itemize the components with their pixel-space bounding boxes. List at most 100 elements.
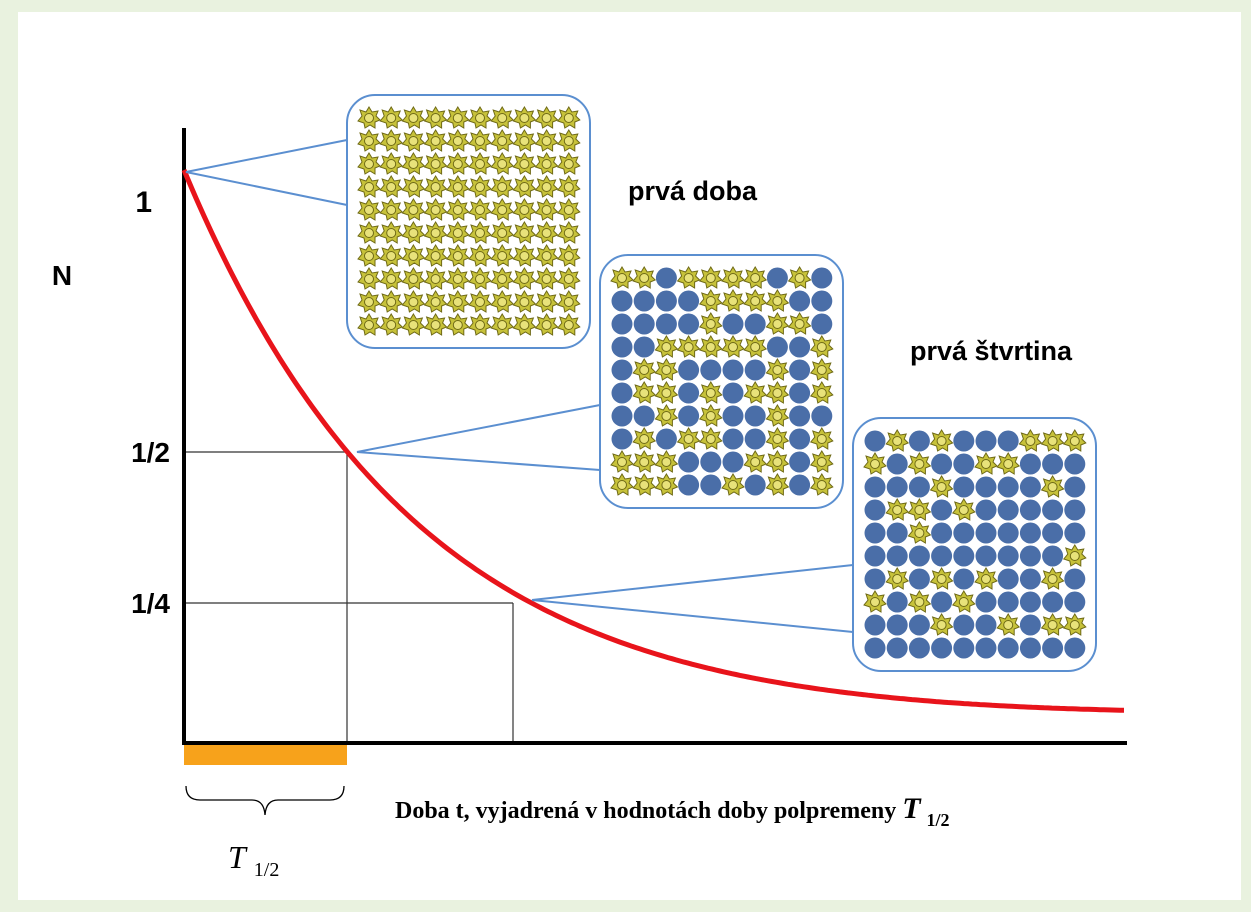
- decayed-atom: [1064, 500, 1085, 521]
- decayed-atom: [865, 546, 886, 567]
- decayed-atom: [612, 291, 633, 312]
- decayed-atom: [656, 429, 677, 450]
- decayed-atom: [931, 500, 952, 521]
- decayed-atom: [931, 592, 952, 613]
- decayed-atom: [865, 431, 886, 452]
- decayed-atom: [931, 546, 952, 567]
- decayed-atom: [745, 475, 766, 496]
- y-tick-label: 1/2: [131, 437, 170, 468]
- decayed-atom: [909, 477, 930, 498]
- decayed-atom: [998, 523, 1019, 544]
- decayed-atom: [1064, 638, 1085, 659]
- decayed-atom: [887, 546, 908, 567]
- decayed-atom: [745, 429, 766, 450]
- decayed-atom: [976, 477, 997, 498]
- decayed-atom: [1020, 477, 1041, 498]
- decayed-atom: [634, 291, 655, 312]
- decayed-atom: [1020, 592, 1041, 613]
- decayed-atom: [1020, 523, 1041, 544]
- decayed-atom: [998, 569, 1019, 590]
- decayed-atom: [700, 475, 721, 496]
- decayed-atom: [612, 406, 633, 427]
- decayed-atom: [767, 268, 788, 289]
- decayed-atom: [931, 454, 952, 475]
- decayed-atom: [976, 615, 997, 636]
- label: prvá štvrtina: [910, 336, 1073, 366]
- decayed-atom: [612, 314, 633, 335]
- decayed-atom: [656, 314, 677, 335]
- decayed-atom: [976, 431, 997, 452]
- decayed-atom: [723, 383, 744, 404]
- decayed-atom: [700, 360, 721, 381]
- decayed-atom: [678, 291, 699, 312]
- decayed-atom: [723, 406, 744, 427]
- decayed-atom: [789, 429, 810, 450]
- decayed-atom: [789, 452, 810, 473]
- decayed-atom: [887, 592, 908, 613]
- decayed-atom: [700, 452, 721, 473]
- decayed-atom: [1020, 454, 1041, 475]
- decayed-atom: [865, 615, 886, 636]
- page: 1 N 1/2 1/4 prvá doba prvá štvrtina Doba…: [0, 0, 1251, 912]
- decayed-atom: [678, 452, 699, 473]
- decayed-atom: [1042, 500, 1063, 521]
- decayed-atom: [865, 523, 886, 544]
- decayed-atom: [745, 360, 766, 381]
- decayed-atom: [1064, 523, 1085, 544]
- decayed-atom: [789, 360, 810, 381]
- decayed-atom: [1042, 454, 1063, 475]
- y-label: N: [52, 260, 72, 291]
- decayed-atom: [612, 337, 633, 358]
- decayed-atom: [865, 500, 886, 521]
- decayed-atom: [909, 615, 930, 636]
- decayed-atom: [865, 569, 886, 590]
- decayed-atom: [998, 638, 1019, 659]
- decayed-atom: [1064, 454, 1085, 475]
- decayed-atom: [865, 477, 886, 498]
- atom-box: [853, 418, 1096, 671]
- decayed-atom: [887, 454, 908, 475]
- decayed-atom: [909, 546, 930, 567]
- decayed-atom: [998, 500, 1019, 521]
- decayed-atom: [789, 475, 810, 496]
- decayed-atom: [789, 383, 810, 404]
- decayed-atom: [865, 638, 886, 659]
- atom-box: [600, 255, 843, 508]
- decayed-atom: [909, 431, 930, 452]
- decayed-atom: [723, 360, 744, 381]
- decayed-atom: [953, 431, 974, 452]
- period-symbol: T: [228, 839, 248, 875]
- decayed-atom: [953, 523, 974, 544]
- label: prvá doba: [628, 176, 758, 206]
- decayed-atom: [1064, 477, 1085, 498]
- decayed-atom: [998, 546, 1019, 567]
- decayed-atom: [998, 477, 1019, 498]
- decayed-atom: [811, 268, 832, 289]
- decayed-atom: [723, 452, 744, 473]
- half-life-bar: [184, 745, 347, 765]
- decayed-atom: [678, 360, 699, 381]
- decayed-atom: [1042, 546, 1063, 567]
- decayed-atom: [887, 615, 908, 636]
- decayed-atom: [909, 638, 930, 659]
- decayed-atom: [953, 615, 974, 636]
- decayed-atom: [953, 454, 974, 475]
- decayed-atom: [767, 337, 788, 358]
- decayed-atom: [789, 291, 810, 312]
- decayed-atom: [976, 523, 997, 544]
- decayed-atom: [976, 638, 997, 659]
- decayed-atom: [612, 429, 633, 450]
- decayed-atom: [998, 431, 1019, 452]
- x-title-subscript: 1/2: [927, 810, 950, 830]
- decayed-atom: [789, 337, 810, 358]
- decayed-atom: [1042, 523, 1063, 544]
- decayed-atom: [976, 592, 997, 613]
- decayed-atom: [811, 291, 832, 312]
- decayed-atom: [953, 569, 974, 590]
- decayed-atom: [612, 360, 633, 381]
- decayed-atom: [887, 638, 908, 659]
- decayed-atom: [678, 314, 699, 335]
- decayed-atom: [723, 429, 744, 450]
- decayed-atom: [976, 500, 997, 521]
- decayed-atom: [811, 314, 832, 335]
